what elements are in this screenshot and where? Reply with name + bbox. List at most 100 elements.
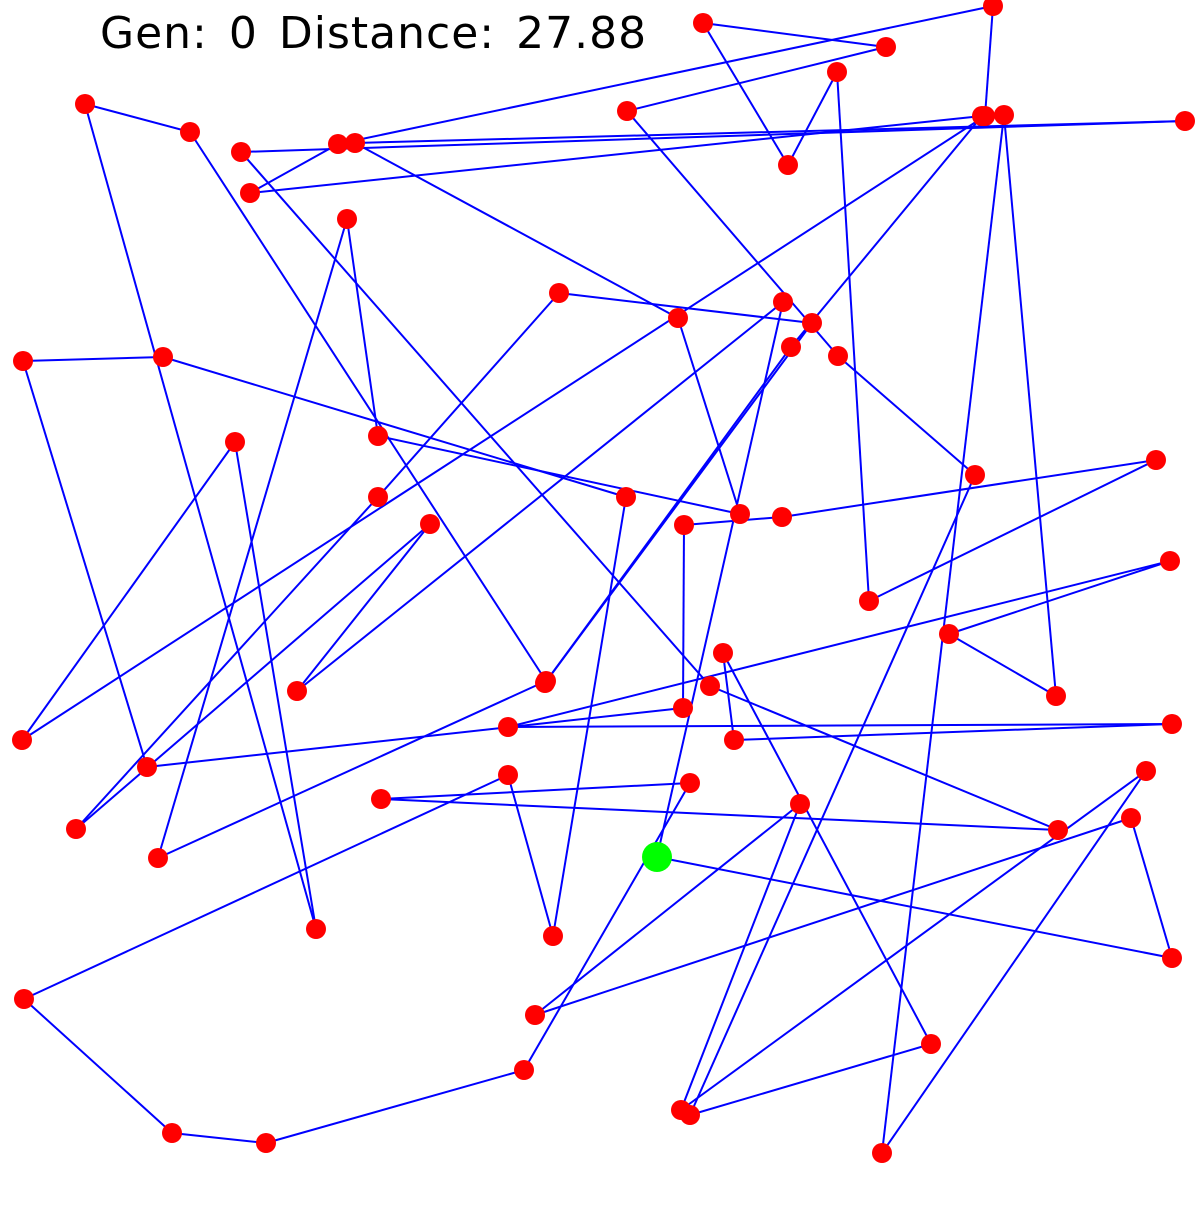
city-point — [828, 346, 848, 366]
city-point — [148, 848, 168, 868]
city-point — [368, 487, 388, 507]
city-point — [287, 681, 307, 701]
route-segment — [656, 856, 1173, 959]
city-point — [525, 1005, 545, 1025]
city-point — [972, 106, 992, 126]
route-segment — [171, 1132, 267, 1144]
route-segment — [787, 71, 838, 166]
route-segment — [558, 292, 813, 324]
route-segment — [656, 301, 784, 858]
route-segment — [157, 680, 547, 859]
city-point — [1048, 820, 1068, 840]
route-segment — [249, 115, 983, 194]
city-point — [498, 765, 518, 785]
route-segment — [21, 115, 986, 741]
city-point — [1160, 551, 1180, 571]
city-point — [240, 183, 260, 203]
route-segment — [146, 707, 684, 768]
city-point — [13, 351, 33, 371]
city-point — [939, 624, 959, 644]
generation-value: 0 — [228, 8, 258, 59]
city-point — [498, 717, 518, 737]
route-segment — [837, 355, 976, 476]
route-segment — [377, 292, 560, 498]
city-point — [225, 432, 245, 452]
route-segment — [984, 5, 994, 117]
route-segment — [523, 782, 691, 1071]
distance-label: Distance: — [278, 8, 496, 59]
city-point — [713, 643, 733, 663]
city-point — [772, 507, 792, 527]
city-point — [994, 105, 1014, 125]
route-segment — [22, 356, 164, 362]
city-point — [617, 101, 637, 121]
city-point — [371, 789, 391, 809]
route-segment — [296, 301, 784, 692]
route-segment — [626, 46, 887, 112]
city-point — [66, 819, 86, 839]
city-point — [1136, 761, 1156, 781]
route-segment — [240, 151, 711, 687]
city-point — [12, 730, 32, 750]
city-point — [14, 989, 34, 1009]
city-point — [859, 591, 879, 611]
route-segment — [534, 803, 801, 1016]
route-segment — [881, 770, 1147, 1154]
city-point — [680, 1105, 700, 1125]
route-segment — [23, 998, 173, 1134]
city-point — [773, 292, 793, 312]
route-segment — [702, 22, 789, 166]
route-segment — [265, 1069, 525, 1144]
city-point — [514, 1060, 534, 1080]
city-point — [153, 347, 173, 367]
route-lines — [21, 5, 1186, 1154]
route-segment — [23, 774, 509, 1000]
route-segment — [709, 685, 1059, 831]
city-point — [75, 94, 95, 114]
city-point — [983, 0, 1003, 16]
route-segment — [534, 817, 1132, 1016]
city-point — [535, 673, 555, 693]
route-segment — [680, 770, 1147, 1111]
city-point — [827, 62, 847, 82]
route-segment — [552, 496, 627, 937]
route-segment — [84, 103, 191, 133]
city-point — [231, 142, 251, 162]
city-point — [965, 465, 985, 485]
route-segment — [380, 798, 1059, 831]
route-segment — [380, 782, 691, 800]
city-point — [345, 133, 365, 153]
route-segment — [22, 360, 148, 768]
route-segment — [162, 356, 627, 498]
city-point — [1162, 948, 1182, 968]
route-segment — [507, 723, 1173, 728]
city-point — [700, 676, 720, 696]
route-segment — [836, 71, 870, 602]
city-point — [543, 926, 563, 946]
route-segment — [948, 560, 1171, 635]
route-segment — [733, 723, 1173, 741]
city-point — [616, 487, 636, 507]
city-point — [306, 919, 326, 939]
route-segment — [296, 523, 431, 692]
city-point — [180, 122, 200, 142]
city-point — [724, 730, 744, 750]
route-segment — [680, 803, 801, 1111]
city-point — [1046, 686, 1066, 706]
city-point — [876, 37, 896, 57]
route-segment — [781, 459, 1157, 518]
route-segment — [234, 441, 317, 930]
route-segment — [868, 459, 1157, 602]
route-segment — [157, 218, 348, 859]
city-point — [802, 313, 822, 333]
city-point — [1175, 111, 1195, 131]
route-segment — [84, 103, 317, 930]
route-segment — [790, 115, 983, 348]
city-point — [790, 794, 810, 814]
city-point — [256, 1133, 276, 1153]
city-point — [730, 504, 750, 524]
route-segment — [189, 131, 547, 682]
start-city-point — [642, 842, 672, 872]
hud-status: Gen: 0 Distance: 27.88 — [100, 8, 653, 59]
